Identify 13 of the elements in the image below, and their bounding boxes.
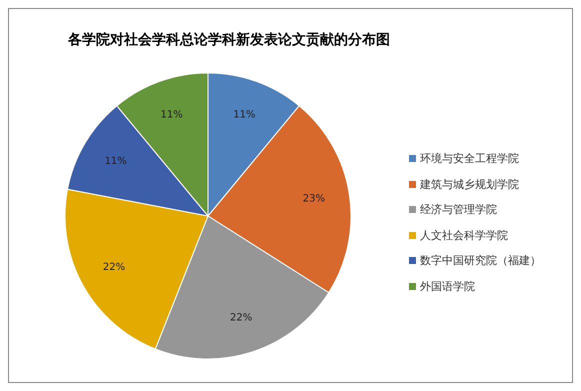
legend-label: 环境与安全工程学院 [420, 151, 519, 166]
data-label: 22% [230, 312, 252, 324]
legend-label: 经济与管理学院 [420, 202, 497, 218]
data-label: 22% [102, 262, 126, 274]
data-label: 11% [233, 110, 256, 121]
legend-label: 数字中国研究院（福建） [420, 253, 541, 268]
legend-label: 外国语学院 [420, 278, 475, 294]
legend-label: 人文社会科学学院 [420, 228, 508, 243]
chart-title: 各学院对社会学科总论学科新发表论文贡献的分布图 [66, 31, 391, 49]
legend-label: 建筑与城乡规划学院 [420, 176, 519, 192]
data-label: 11% [160, 110, 183, 121]
data-label: 23% [302, 194, 326, 205]
data-label: 11% [104, 156, 127, 167]
